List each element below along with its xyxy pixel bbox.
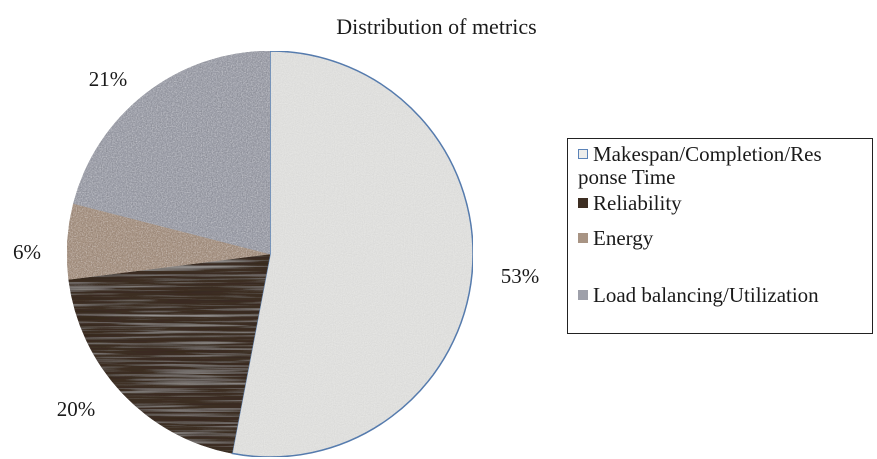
pie-slice-reliability <box>68 253 271 454</box>
legend-swatch-energy <box>578 233 588 243</box>
pie-slice-makespan <box>231 50 474 458</box>
pie-slice-load-balancing <box>73 50 271 255</box>
legend-swatch-reliability <box>578 198 588 208</box>
legend-label-reliability: Reliability <box>593 191 682 215</box>
chart-title: Distribution of metrics <box>0 14 877 40</box>
legend-label-energy: Energy <box>593 226 654 250</box>
chart-legend: Makespan/Completion/Res ponse Time x Rel… <box>567 138 873 334</box>
data-label-load-balancing: 21% <box>89 67 128 91</box>
legend-swatch-makespan <box>578 149 588 159</box>
data-label-energy: 6% <box>13 240 41 264</box>
legend-item-reliability-main: Reliability <box>578 169 682 215</box>
legend-item-makespan: Makespan/Completion/Res ponse Time <box>578 143 822 189</box>
data-label-reliability: 20% <box>57 397 96 421</box>
chart-title-text: Distribution of metrics <box>336 14 537 39</box>
legend-item-energy: Energy <box>578 227 653 250</box>
legend-item-load-balancing: Load balancing/Utilization <box>578 284 819 307</box>
legend-label-makespan-line2: ponse Time <box>578 165 676 189</box>
legend-label-makespan-line1: Makespan/Completion/Res <box>593 142 822 166</box>
data-label-makespan: 53% <box>501 264 540 288</box>
legend-swatch-load-balancing <box>578 290 588 300</box>
legend-label-load-balancing: Load balancing/Utilization <box>593 283 819 307</box>
